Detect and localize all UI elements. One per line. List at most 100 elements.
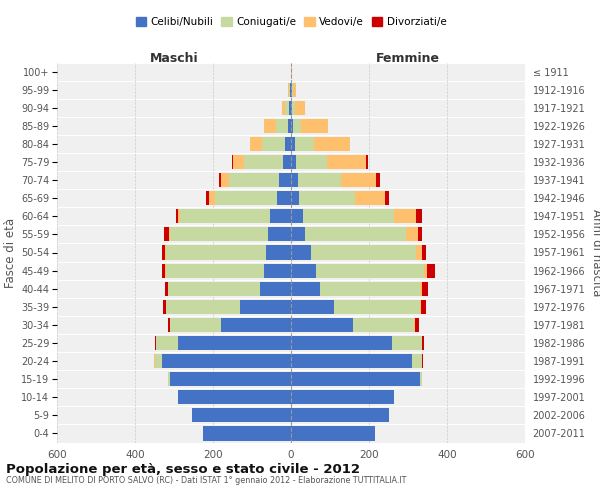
Bar bbox=[416, 210, 422, 224]
Bar bbox=[289, 100, 291, 115]
Bar bbox=[168, 282, 260, 296]
Bar bbox=[282, 100, 285, 115]
Bar bbox=[376, 173, 380, 187]
Bar bbox=[295, 100, 305, 115]
Bar bbox=[191, 408, 291, 422]
Bar bbox=[291, 336, 392, 350]
Bar bbox=[219, 173, 221, 187]
Bar bbox=[290, 82, 291, 96]
Bar bbox=[240, 300, 291, 314]
Bar bbox=[420, 282, 422, 296]
Bar bbox=[316, 264, 424, 278]
Bar bbox=[424, 264, 427, 278]
Bar bbox=[320, 282, 420, 296]
Bar bbox=[291, 191, 299, 206]
Bar bbox=[291, 119, 293, 133]
Bar bbox=[349, 137, 350, 151]
Bar bbox=[164, 282, 168, 296]
Bar bbox=[283, 155, 291, 169]
Bar bbox=[422, 246, 425, 260]
Bar bbox=[355, 191, 385, 206]
Bar bbox=[266, 246, 291, 260]
Legend: Celibi/Nubili, Coniugati/e, Vedovi/e, Divorziati/e: Celibi/Nubili, Coniugati/e, Vedovi/e, Di… bbox=[131, 12, 451, 31]
Bar bbox=[291, 173, 298, 187]
Bar bbox=[163, 300, 166, 314]
Bar bbox=[291, 137, 295, 151]
Bar bbox=[311, 246, 416, 260]
Bar bbox=[394, 210, 416, 224]
Bar bbox=[291, 372, 420, 386]
Y-axis label: Fasce di età: Fasce di età bbox=[4, 218, 17, 288]
Bar bbox=[291, 408, 389, 422]
Bar bbox=[291, 282, 320, 296]
Text: Femmine: Femmine bbox=[376, 52, 440, 65]
Bar bbox=[209, 191, 215, 206]
Bar bbox=[170, 228, 268, 241]
Bar bbox=[299, 191, 355, 206]
Bar bbox=[422, 336, 424, 350]
Bar bbox=[291, 246, 311, 260]
Bar bbox=[180, 210, 269, 224]
Bar bbox=[301, 119, 328, 133]
Bar bbox=[420, 300, 421, 314]
Bar bbox=[166, 300, 240, 314]
Bar bbox=[232, 155, 233, 169]
Bar bbox=[291, 354, 412, 368]
Bar bbox=[293, 119, 301, 133]
Bar bbox=[169, 228, 170, 241]
Bar bbox=[178, 210, 180, 224]
Bar bbox=[414, 318, 415, 332]
Bar bbox=[291, 100, 292, 115]
Bar bbox=[265, 119, 276, 133]
Bar bbox=[206, 191, 209, 206]
Bar bbox=[166, 246, 266, 260]
Bar bbox=[166, 264, 264, 278]
Text: Maschi: Maschi bbox=[149, 52, 199, 65]
Bar bbox=[264, 264, 291, 278]
Bar bbox=[170, 318, 221, 332]
Bar bbox=[154, 354, 162, 368]
Bar bbox=[334, 300, 420, 314]
Bar bbox=[291, 82, 292, 96]
Bar bbox=[285, 137, 291, 151]
Bar bbox=[314, 137, 349, 151]
Bar bbox=[157, 336, 178, 350]
Bar bbox=[298, 173, 341, 187]
Bar bbox=[176, 210, 178, 224]
Bar bbox=[162, 354, 291, 368]
Bar bbox=[203, 426, 291, 440]
Bar bbox=[291, 64, 292, 78]
Bar bbox=[244, 155, 283, 169]
Bar bbox=[276, 119, 288, 133]
Bar bbox=[291, 264, 316, 278]
Bar bbox=[293, 82, 296, 96]
Bar bbox=[292, 82, 293, 96]
Bar bbox=[303, 210, 394, 224]
Bar bbox=[288, 119, 291, 133]
Bar bbox=[305, 228, 406, 241]
Bar bbox=[412, 354, 422, 368]
Bar bbox=[280, 173, 291, 187]
Bar bbox=[168, 318, 170, 332]
Bar bbox=[292, 100, 295, 115]
Bar bbox=[161, 264, 166, 278]
Bar bbox=[288, 82, 289, 96]
Bar bbox=[353, 318, 414, 332]
Bar bbox=[250, 137, 262, 151]
Bar bbox=[260, 282, 291, 296]
Bar bbox=[178, 336, 291, 350]
Text: Popolazione per età, sesso e stato civile - 2012: Popolazione per età, sesso e stato civil… bbox=[6, 462, 360, 475]
Bar bbox=[392, 336, 422, 350]
Bar bbox=[285, 100, 289, 115]
Bar bbox=[291, 300, 334, 314]
Bar bbox=[269, 210, 291, 224]
Bar bbox=[385, 191, 389, 206]
Bar bbox=[221, 173, 229, 187]
Bar bbox=[291, 210, 303, 224]
Bar bbox=[291, 426, 375, 440]
Bar bbox=[291, 318, 353, 332]
Bar bbox=[155, 336, 156, 350]
Bar bbox=[289, 82, 290, 96]
Bar bbox=[168, 372, 170, 386]
Bar bbox=[215, 191, 277, 206]
